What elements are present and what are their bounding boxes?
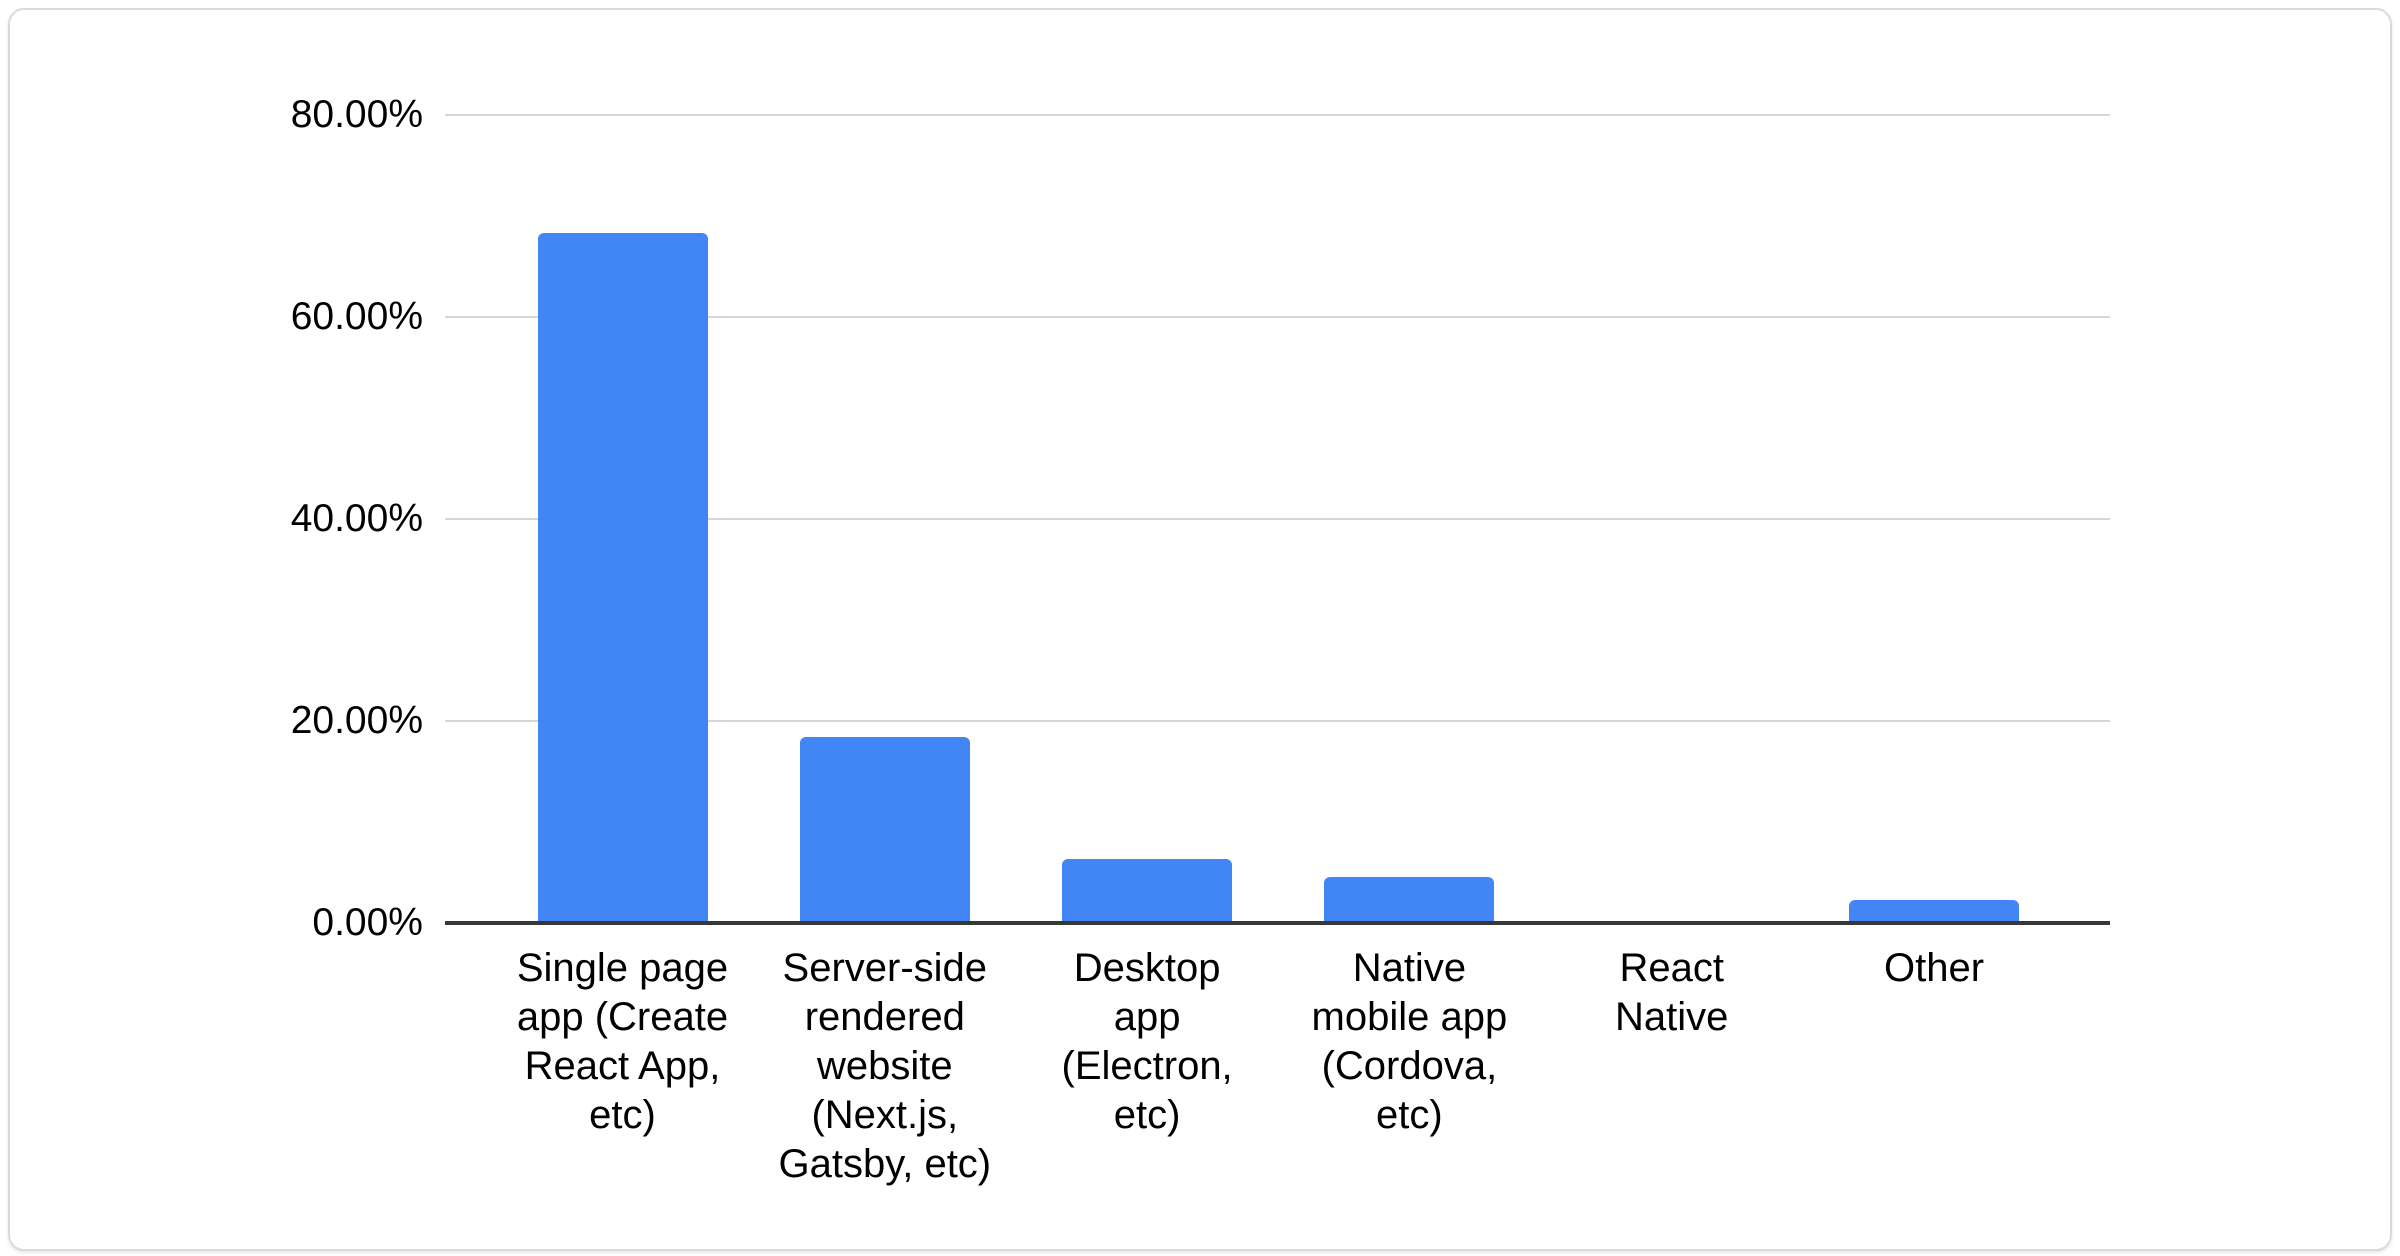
x-axis-label-line: Desktop xyxy=(1073,946,1221,990)
y-axis-tick-label-20: 20.00% xyxy=(290,699,423,742)
chart-card xyxy=(8,8,2392,1251)
x-axis-label-line: React App, xyxy=(524,1044,721,1088)
x-axis-label-line: (Electron, xyxy=(1061,1044,1233,1088)
x-axis-label-line: etc) xyxy=(1376,1093,1443,1137)
x-axis-label-native-mobile-app: Native mobile app (Cordova, etc) xyxy=(1275,944,1543,1140)
y-axis-tick-label-40: 40.00% xyxy=(290,497,423,540)
x-axis-label-line: etc) xyxy=(1113,1093,1181,1137)
x-axis-label-line: website xyxy=(816,1044,953,1088)
x-axis-label-line: app xyxy=(1113,995,1181,1039)
x-axis-label-line: Gatsby, etc) xyxy=(778,1142,992,1186)
y-axis-tick-label-80: 80.00% xyxy=(290,93,423,136)
x-axis-label-line: Native xyxy=(1352,946,1467,990)
x-axis-label-desktop-app: Desktop app (Electron, etc) xyxy=(1013,944,1281,1140)
x-axis-label-other: Other xyxy=(1800,944,2068,993)
x-axis-label-line: app (Create xyxy=(516,995,729,1039)
bar-native-mobile-app xyxy=(1324,877,1495,923)
x-axis-label-single-page-app: Single page app (Create React App, etc) xyxy=(489,944,757,1140)
x-axis-label-server-side-rendered: Server-side rendered website (Next.js, Gatsb… xyxy=(751,944,1019,1189)
x-axis-label-line: (Cordova, xyxy=(1321,1044,1498,1088)
x-axis-label-line: Other xyxy=(1883,946,1985,990)
x-axis-label-line: Server-side xyxy=(782,946,988,990)
bar-single-page-app xyxy=(537,233,708,923)
x-axis-label-line: React xyxy=(1619,946,1724,990)
x-axis-label-line: rendered xyxy=(804,995,965,1039)
y-axis-tick-label-0: 0.00% xyxy=(312,901,423,944)
bar-other xyxy=(1849,900,2019,923)
gridline-80 xyxy=(445,114,2110,116)
x-axis-label-line: (Next.js, xyxy=(811,1093,959,1137)
gridline-40 xyxy=(445,518,2110,520)
x-axis-label-line: Native xyxy=(1614,995,1729,1039)
gridline-60 xyxy=(445,316,2110,318)
bar-desktop-app xyxy=(1062,859,1233,923)
x-axis-label-line: mobile app xyxy=(1311,995,1508,1039)
x-axis-label-line: etc) xyxy=(589,1093,656,1137)
y-axis-tick-label-60: 60.00% xyxy=(290,295,423,338)
bar-server-side-rendered xyxy=(799,737,970,923)
x-axis-label-react-native: React Native xyxy=(1538,944,1806,1042)
x-axis-label-line: Single page xyxy=(516,946,729,990)
x-axis-baseline xyxy=(445,921,2110,925)
gridline-20 xyxy=(445,720,2110,722)
